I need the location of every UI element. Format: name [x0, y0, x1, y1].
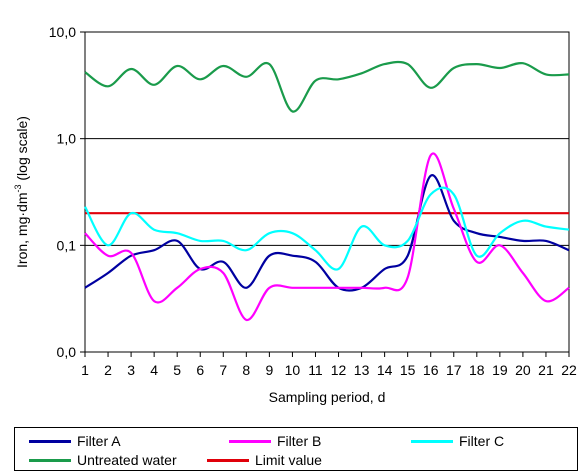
- x-axis-title: Sampling period, d: [269, 389, 386, 405]
- series-line-untreated-water: [84, 60, 570, 113]
- legend-label-filter-a: Filter A: [77, 433, 121, 449]
- x-tick-label-11: 11: [308, 362, 323, 378]
- y-axis-title-suffix: (log scale): [14, 116, 30, 184]
- x-tick-label-7: 7: [219, 362, 227, 378]
- x-tick-label-18: 18: [469, 362, 485, 378]
- legend-item-filter-a: Filter A: [29, 432, 121, 450]
- x-axis-ticks: 1 2 3 4 5 6 7 8 9 10 11 12 13 14 15 16 17 18 19 20 21 22: [81, 352, 577, 378]
- y-tick-label-2: 1,0: [57, 131, 77, 147]
- x-tick-label-9: 9: [265, 362, 273, 378]
- x-tick-label-20: 20: [515, 362, 531, 378]
- x-tick-label-12: 12: [331, 362, 347, 378]
- series-lines: [84, 60, 570, 321]
- series-line-filter-b: [84, 152, 570, 321]
- line-chart: 0,00,11,010,0 1 2 3 4 5 6 7 8 9 10 11 12 13 14 15 16 17 1…: [13, 24, 577, 405]
- x-tick-label-4: 4: [150, 362, 158, 378]
- legend-swatch-filter-b: [229, 439, 271, 443]
- x-tick-label-19: 19: [492, 362, 508, 378]
- legend: Filter A Filter B Filter C Untreated wat…: [14, 427, 578, 471]
- x-tick-label-2: 2: [104, 362, 112, 378]
- x-tick-label-13: 13: [354, 362, 370, 378]
- y-axis-title-main: Iron, mg·dm: [14, 193, 30, 268]
- y-tick-label-0: 0,0: [57, 344, 77, 360]
- legend-swatch-limit-value: [207, 458, 249, 462]
- y-tick-label-1: 0,1: [57, 237, 77, 253]
- legend-swatch-filter-a: [29, 439, 71, 443]
- x-tick-label-1: 1: [81, 362, 89, 378]
- x-tick-label-22: 22: [561, 362, 577, 378]
- x-tick-label-15: 15: [400, 362, 416, 378]
- legend-label-filter-b: Filter B: [277, 433, 322, 449]
- legend-label-untreated-water: Untreated water: [77, 452, 177, 468]
- x-tick-label-17: 17: [446, 362, 462, 378]
- legend-label-filter-c: Filter C: [459, 433, 505, 449]
- y-axis-ticks: 0,0 0,1 1,0 10,0: [49, 24, 85, 360]
- x-tick-label-14: 14: [377, 362, 393, 378]
- legend-swatch-untreated-water: [29, 458, 71, 462]
- y-tick-label-3: 10,0: [49, 24, 76, 40]
- x-tick-label-16: 16: [423, 362, 439, 378]
- legend-item-untreated-water: Untreated water: [29, 451, 177, 469]
- x-tick-label-10: 10: [285, 362, 301, 378]
- legend-label-limit-value: Limit value: [255, 452, 322, 468]
- y-axis-title: Iron, mg·dm-3 (log scale): [13, 116, 30, 268]
- legend-item-filter-c: Filter C: [411, 432, 504, 450]
- plot-area-frame: [84, 31, 570, 353]
- series-line-filter-a: [84, 174, 570, 292]
- legend-swatch-filter-c: [411, 439, 453, 443]
- y-axis-title-superscript: -3: [13, 184, 23, 192]
- x-tick-label-21: 21: [538, 362, 554, 378]
- x-tick-label-5: 5: [173, 362, 181, 378]
- x-tick-label-3: 3: [127, 362, 135, 378]
- gridlines: [85, 31, 569, 353]
- x-tick-label-6: 6: [196, 362, 204, 378]
- series-line-filter-c: [84, 186, 570, 271]
- legend-item-filter-b: Filter B: [229, 432, 321, 450]
- legend-item-limit-value: Limit value: [207, 451, 322, 469]
- x-tick-label-8: 8: [242, 362, 250, 378]
